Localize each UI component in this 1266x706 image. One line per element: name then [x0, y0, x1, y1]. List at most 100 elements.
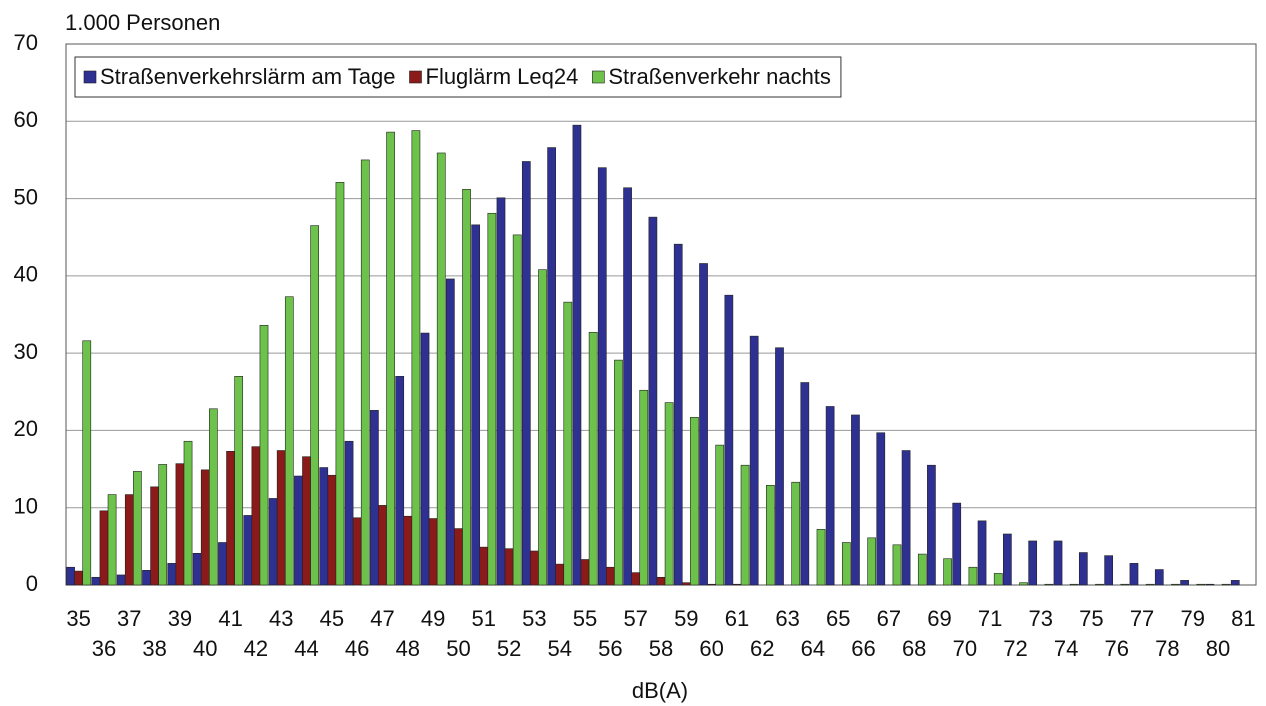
bar [851, 414, 860, 586]
bar [471, 224, 481, 586]
legend-swatch [83, 70, 97, 84]
bar [639, 389, 649, 586]
bar [766, 485, 775, 586]
bar [673, 243, 683, 586]
bar [563, 301, 573, 586]
y-tick-label: 40 [14, 262, 38, 287]
legend-label: Straßenverkehrslärm am Tage [100, 64, 396, 89]
bar [547, 147, 556, 586]
bar [1129, 563, 1139, 586]
x-tick-label: 47 [370, 606, 394, 631]
bar [1053, 540, 1063, 586]
bar [816, 529, 826, 586]
bar [319, 467, 329, 586]
bar [150, 486, 159, 586]
x-tick-label: 74 [1054, 636, 1078, 661]
bar [226, 450, 235, 586]
bar [1230, 580, 1240, 586]
bar [158, 464, 168, 586]
x-tick-label: 72 [1003, 636, 1027, 661]
x-tick-label: 81 [1231, 606, 1255, 631]
x-tick-label: 37 [117, 606, 141, 631]
bar [917, 553, 927, 586]
bar [183, 440, 193, 586]
bar [867, 537, 877, 586]
x-tick-label: 60 [699, 636, 723, 661]
x-tick-label: 57 [623, 606, 647, 631]
bar [192, 553, 202, 586]
bar [378, 505, 387, 586]
x-tick-label: 54 [547, 636, 571, 661]
bar [428, 518, 438, 586]
bar [344, 440, 354, 586]
bar [606, 566, 615, 586]
x-tick-label: 48 [396, 636, 420, 661]
x-tick-label: 36 [92, 636, 116, 661]
bar [791, 481, 801, 586]
bar [588, 331, 598, 586]
y-tick-label: 60 [14, 107, 38, 132]
bar [631, 572, 641, 586]
x-tick-label: 67 [877, 606, 901, 631]
bar [82, 340, 92, 586]
x-tick-label: 45 [320, 606, 344, 631]
bar [623, 187, 632, 586]
x-tick-label: 79 [1180, 606, 1204, 631]
x-tick-label: 71 [978, 606, 1002, 631]
bar [66, 566, 75, 586]
bar [479, 546, 489, 586]
bar [876, 432, 886, 586]
bar [927, 464, 936, 586]
x-tick-label: 73 [1029, 606, 1053, 631]
x-tick-label: 69 [927, 606, 951, 631]
bar [664, 402, 674, 586]
legend-swatch [409, 70, 422, 84]
bar [107, 494, 117, 586]
x-tick-label: 39 [168, 606, 192, 631]
bar [496, 197, 506, 586]
bar [715, 444, 725, 586]
x-tick-label: 53 [522, 606, 546, 631]
bar [1205, 583, 1215, 586]
bar [420, 332, 430, 586]
bar [597, 167, 607, 586]
bar [116, 574, 126, 586]
bar [302, 456, 311, 586]
bar [1171, 583, 1180, 586]
bar [901, 450, 911, 586]
bar [943, 558, 952, 586]
bar [335, 182, 345, 586]
x-tick-label: 68 [902, 636, 926, 661]
bar [977, 520, 987, 586]
bar [1221, 583, 1231, 586]
x-tick-label: 59 [674, 606, 698, 631]
bar [521, 161, 531, 586]
bar [968, 566, 978, 586]
legend-label: Fluglärm Leq24 [426, 64, 579, 89]
bar [462, 188, 471, 586]
x-tick-label: 52 [497, 636, 521, 661]
y-axis-label: 1.000 Personen [65, 10, 220, 35]
bar [1145, 583, 1155, 586]
bar [268, 498, 278, 586]
bar [251, 446, 261, 586]
x-tick-label: 56 [598, 636, 622, 661]
x-axis-label: dB(A) [632, 678, 688, 703]
legend-box [74, 56, 842, 98]
bar [243, 515, 253, 586]
y-tick-label: 70 [14, 30, 38, 55]
bar [360, 159, 370, 586]
bar [310, 225, 319, 586]
bar [234, 376, 244, 586]
bar [218, 542, 227, 586]
x-tick-label: 42 [244, 636, 268, 661]
bar [1180, 580, 1189, 586]
bar [276, 450, 286, 586]
x-tick-label: 43 [269, 606, 293, 631]
bar [952, 502, 962, 586]
bar [200, 469, 210, 586]
y-tick-label: 20 [14, 416, 38, 441]
legend-swatch [592, 70, 605, 84]
x-tick-label: 64 [801, 636, 825, 661]
